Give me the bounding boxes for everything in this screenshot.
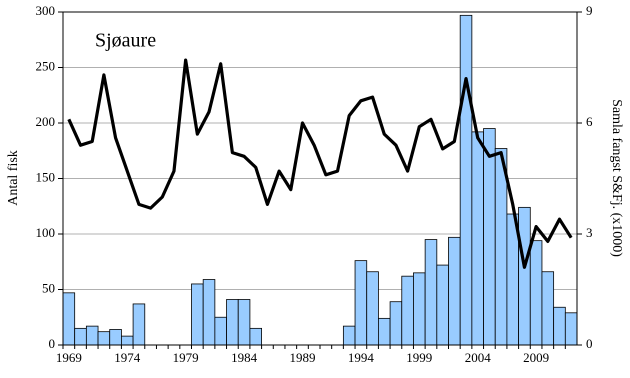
bar <box>97 331 111 346</box>
x-tick-label: 2004 <box>465 350 492 365</box>
bar <box>74 327 87 346</box>
bar <box>354 260 368 346</box>
bar <box>436 264 449 346</box>
annotation: Sjøaure <box>95 30 156 52</box>
bar <box>378 317 391 346</box>
bar <box>366 271 379 346</box>
bar <box>459 14 473 346</box>
y-tick-label: 250 <box>36 58 56 73</box>
bar <box>424 239 438 346</box>
y-tick-label: 200 <box>36 114 56 129</box>
bar <box>553 306 566 346</box>
bar <box>448 236 461 346</box>
x-tick-label: 1974 <box>114 350 141 365</box>
bar <box>237 299 251 346</box>
bar <box>483 128 496 346</box>
bar <box>471 131 484 346</box>
y-axis-label: Antal fisk <box>6 150 21 206</box>
bar <box>226 299 239 346</box>
bar <box>564 312 578 346</box>
bar <box>541 271 555 346</box>
y-tick-label: 50 <box>42 280 55 295</box>
x-tick-label: 1969 <box>56 350 82 365</box>
bar <box>389 301 403 346</box>
bar <box>249 327 262 346</box>
x-tick-label: 1994 <box>348 350 375 365</box>
y2-tick-label: 6 <box>586 114 593 129</box>
bar <box>202 279 216 346</box>
y2-tick-label: 9 <box>586 3 593 18</box>
x-tick-label: 1999 <box>406 350 432 365</box>
x-tick-label: 1984 <box>231 350 258 365</box>
x-tick-label: 2009 <box>523 350 549 365</box>
bar <box>529 240 543 346</box>
bar <box>121 335 134 346</box>
plot-border <box>62 11 578 346</box>
y2-axis-label: Samla fangst S&Fj. (x1000) <box>609 99 624 257</box>
bar <box>401 275 414 346</box>
x-tick-label: 1989 <box>289 350 315 365</box>
bar <box>518 206 531 346</box>
x-tick-label: 1979 <box>173 350 199 365</box>
bar <box>109 329 122 346</box>
line <box>67 58 573 269</box>
y2-tick-label: 3 <box>586 225 593 240</box>
bar <box>342 325 356 346</box>
y-tick-label: 100 <box>36 225 56 240</box>
y-tick-label: 150 <box>36 169 56 184</box>
bar <box>413 272 426 346</box>
bar <box>214 316 227 346</box>
bar <box>191 283 204 346</box>
bar <box>85 325 99 346</box>
y2-tick-label: 0 <box>586 336 593 351</box>
y-tick-label: 300 <box>36 3 56 18</box>
bar <box>62 292 76 346</box>
bar <box>132 303 146 346</box>
y-tick-label: 0 <box>49 336 56 351</box>
